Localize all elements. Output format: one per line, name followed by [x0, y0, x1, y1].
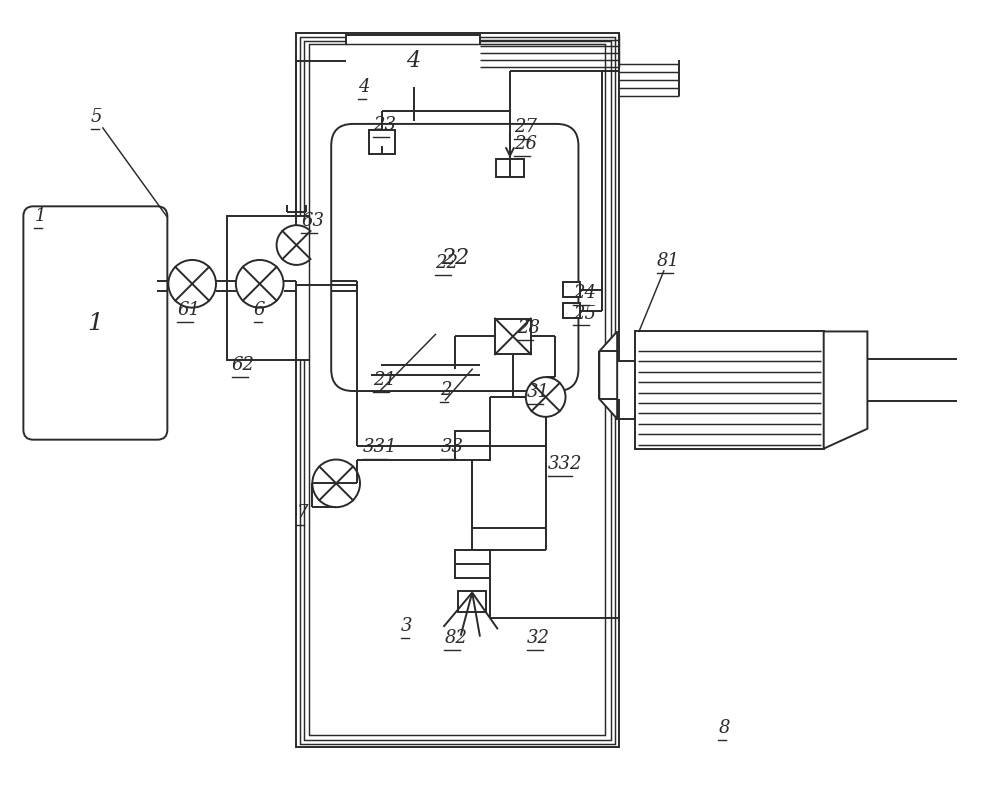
Text: 33: 33	[440, 438, 463, 455]
Text: 21: 21	[373, 371, 396, 389]
Bar	[346, 35, 480, 87]
Bar	[496, 159, 524, 177]
Text: 32: 32	[527, 629, 550, 647]
Bar	[369, 130, 395, 154]
Text: 331: 331	[363, 438, 397, 455]
Text: 8: 8	[718, 719, 730, 737]
Text: 4: 4	[407, 50, 421, 73]
Bar	[309, 44, 605, 735]
Bar	[617, 361, 635, 419]
Text: 5: 5	[91, 108, 102, 126]
Text: 22: 22	[435, 254, 458, 272]
Bar	[227, 216, 331, 361]
Text: 23: 23	[373, 116, 396, 134]
Circle shape	[236, 260, 284, 308]
Text: 81: 81	[657, 252, 680, 270]
Text: 27: 27	[514, 118, 537, 136]
Text: 31: 31	[527, 383, 550, 401]
Text: 7: 7	[296, 504, 308, 522]
Text: 63: 63	[301, 212, 324, 230]
Text: 82: 82	[444, 629, 467, 647]
Bar	[458, 591, 486, 612]
Bar	[455, 431, 490, 459]
Text: 3: 3	[401, 617, 412, 635]
Bar	[304, 40, 611, 739]
Bar	[455, 550, 490, 578]
Text: 6: 6	[254, 301, 265, 319]
Text: 2: 2	[440, 381, 452, 399]
Text: 25: 25	[573, 305, 596, 323]
Text: 22: 22	[441, 247, 469, 269]
Bar	[495, 319, 531, 354]
Bar	[563, 282, 580, 297]
Text: 61: 61	[177, 301, 200, 319]
Bar	[635, 331, 824, 449]
Text: 1: 1	[34, 208, 46, 225]
Text: 24: 24	[573, 284, 596, 301]
Circle shape	[312, 459, 360, 507]
Text: 4: 4	[358, 78, 370, 96]
Polygon shape	[824, 331, 867, 449]
Text: 1: 1	[87, 312, 103, 335]
Bar	[300, 36, 615, 743]
FancyBboxPatch shape	[331, 124, 578, 391]
Text: 28: 28	[517, 320, 540, 338]
Bar	[563, 303, 580, 317]
Circle shape	[526, 377, 566, 417]
FancyBboxPatch shape	[23, 207, 167, 439]
Text: 26: 26	[514, 135, 537, 153]
Text: 62: 62	[232, 356, 255, 374]
Bar	[296, 32, 619, 747]
Circle shape	[168, 260, 216, 308]
Circle shape	[277, 225, 316, 265]
Text: 332: 332	[548, 455, 582, 473]
Polygon shape	[599, 331, 617, 419]
